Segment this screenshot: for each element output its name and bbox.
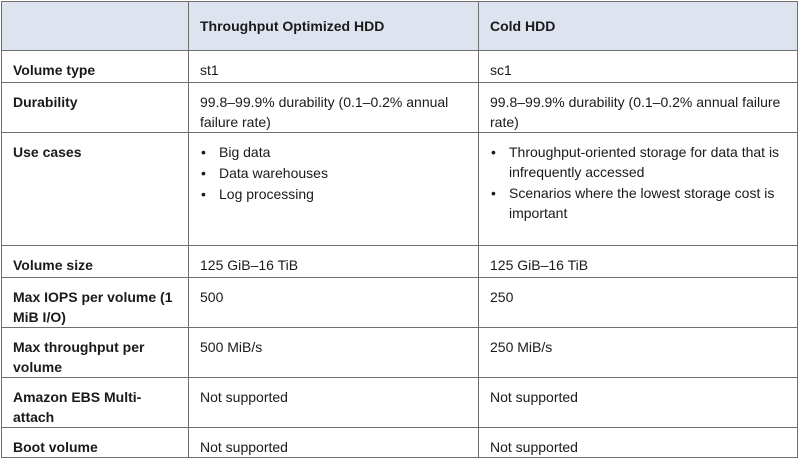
list-item-text: Log processing [219, 186, 314, 202]
cell-sc1-boot-volume: Not supported [478, 427, 798, 458]
header-cold-hdd: Cold HDD [478, 1, 798, 51]
cell-sc1-use-cases: • Throughput-oriented storage for data th… [478, 132, 798, 246]
row-label-volume-type: Volume type [1, 50, 189, 83]
table-row: Max IOPS per volume (1 MiB I/O) 500 250 [1, 277, 798, 328]
header-corner-cell [1, 1, 189, 51]
cell-sc1-max-iops: 250 [478, 277, 798, 328]
bullet-icon: • [201, 144, 206, 160]
cell-sc1-volume-type: sc1 [478, 50, 798, 83]
row-label-multi-attach: Amazon EBS Multi-attach [1, 377, 189, 428]
list-item-text: Throughput-oriented storage for data tha… [509, 144, 780, 180]
cell-st1-use-cases: • Big data • Data warehouses • Log processi… [188, 132, 479, 246]
list-item: • Big data [200, 142, 468, 162]
table-row: Durability 99.8–99.9% durability (0.1–0.… [1, 82, 798, 133]
cell-st1-volume-type: st1 [188, 50, 479, 83]
use-cases-list-sc1: • Throughput-oriented storage for data th… [490, 142, 787, 223]
cell-st1-durability: 99.8–99.9% durability (0.1–0.2% annual f… [188, 82, 479, 133]
list-item-text: Scenarios where the lowest storage cost … [509, 185, 775, 221]
table-row: Amazon EBS Multi-attach Not supported No… [1, 377, 798, 428]
row-label-use-cases: Use cases [1, 132, 189, 246]
cell-sc1-durability: 99.8–99.9% durability (0.1–0.2% annual f… [478, 82, 798, 133]
header-row: Throughput Optimized HDD Cold HDD [1, 1, 798, 51]
cell-sc1-multi-attach: Not supported [478, 377, 798, 428]
list-item: • Throughput-oriented storage for data th… [490, 142, 787, 182]
list-item-text: Big data [219, 144, 271, 160]
cell-st1-boot-volume: Not supported [188, 427, 479, 458]
list-item-text: Data warehouses [219, 165, 328, 181]
table-body: Volume type st1 sc1 Durability 99.8–99.9… [1, 50, 798, 458]
bullet-icon: • [491, 185, 496, 201]
cell-st1-max-throughput: 500 MiB/s [188, 327, 479, 378]
table-row: Boot volume Not supported Not supported [1, 427, 798, 458]
list-item: • Log processing [200, 184, 468, 204]
cell-sc1-volume-size: 125 GiB–16 TiB [478, 245, 798, 278]
bullet-icon: • [201, 186, 206, 202]
table-row: Use cases • Big data • Data warehouses • Lo… [1, 132, 798, 246]
row-label-boot-volume: Boot volume [1, 427, 189, 458]
table-row: Volume type st1 sc1 [1, 50, 798, 83]
bullet-icon: • [491, 144, 496, 160]
header-throughput-optimized-hdd: Throughput Optimized HDD [188, 1, 479, 51]
cell-st1-volume-size: 125 GiB–16 TiB [188, 245, 479, 278]
row-label-max-throughput: Max throughput per volume [1, 327, 189, 378]
cell-sc1-max-throughput: 250 MiB/s [478, 327, 798, 378]
table-row: Max throughput per volume 500 MiB/s 250 … [1, 327, 798, 378]
table-row: Volume size 125 GiB–16 TiB 125 GiB–16 Ti… [1, 245, 798, 278]
row-label-durability: Durability [1, 82, 189, 133]
row-label-volume-size: Volume size [1, 245, 189, 278]
table-header: Throughput Optimized HDD Cold HDD [1, 1, 798, 51]
bullet-icon: • [201, 165, 206, 181]
row-label-max-iops: Max IOPS per volume (1 MiB I/O) [1, 277, 189, 328]
cell-st1-multi-attach: Not supported [188, 377, 479, 428]
use-cases-list-st1: • Big data • Data warehouses • Log processi… [200, 142, 468, 204]
list-item: • Data warehouses [200, 163, 468, 183]
cell-st1-max-iops: 500 [188, 277, 479, 328]
list-item: • Scenarios where the lowest storage cost… [490, 183, 787, 223]
